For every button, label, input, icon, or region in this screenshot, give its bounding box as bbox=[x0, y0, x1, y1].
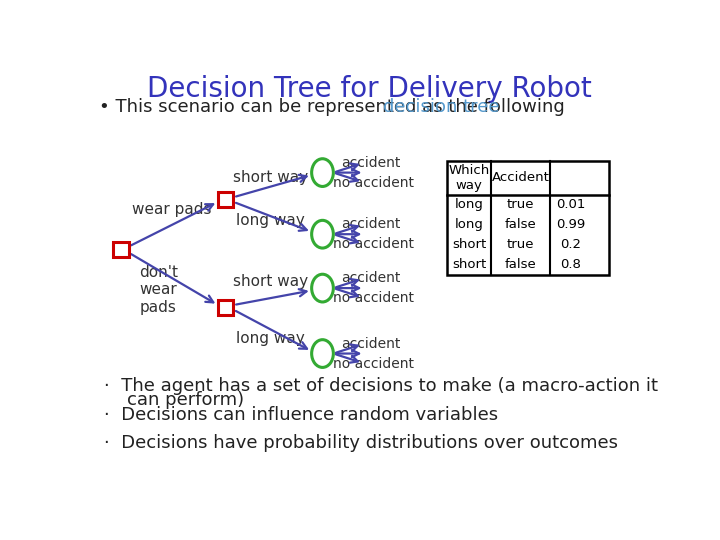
Text: ·  Decisions can influence random variables: · Decisions can influence random variabl… bbox=[104, 406, 498, 424]
Text: 0.2: 0.2 bbox=[560, 239, 581, 252]
Text: false: false bbox=[505, 219, 536, 232]
Ellipse shape bbox=[312, 340, 333, 367]
Text: no accident: no accident bbox=[333, 176, 414, 190]
Bar bbox=[218, 300, 233, 315]
Bar bbox=[113, 242, 129, 257]
Bar bbox=[446, 161, 609, 275]
Text: false: false bbox=[505, 259, 536, 272]
Text: long: long bbox=[454, 198, 483, 212]
Text: long way: long way bbox=[236, 213, 305, 228]
Text: short way: short way bbox=[233, 274, 308, 289]
Text: Which
way: Which way bbox=[449, 164, 490, 192]
Text: short: short bbox=[452, 259, 486, 272]
Text: ·  The agent has a set of decisions to make (a macro‐action it: · The agent has a set of decisions to ma… bbox=[104, 377, 658, 395]
Text: true: true bbox=[507, 239, 534, 252]
Text: accident: accident bbox=[341, 336, 400, 350]
Text: no accident: no accident bbox=[333, 291, 414, 305]
Ellipse shape bbox=[312, 274, 333, 302]
Text: decision tree: decision tree bbox=[384, 98, 500, 116]
Text: don't
wear
pads: don't wear pads bbox=[139, 265, 178, 314]
Ellipse shape bbox=[312, 220, 333, 248]
Text: no accident: no accident bbox=[333, 356, 414, 370]
Bar bbox=[218, 192, 233, 207]
Text: no accident: no accident bbox=[333, 237, 414, 251]
Text: accident: accident bbox=[341, 217, 400, 231]
Text: accident: accident bbox=[341, 271, 400, 285]
Text: short way: short way bbox=[233, 171, 308, 186]
Text: short: short bbox=[452, 239, 486, 252]
Text: ·  Decisions have probability distributions over outcomes: · Decisions have probability distributio… bbox=[104, 434, 618, 453]
Text: Accident: Accident bbox=[492, 172, 549, 185]
Text: 0.01: 0.01 bbox=[557, 198, 585, 212]
Text: true: true bbox=[507, 198, 534, 212]
Text: 0.99: 0.99 bbox=[557, 219, 585, 232]
Text: long: long bbox=[454, 219, 483, 232]
Text: wear pads: wear pads bbox=[132, 202, 211, 217]
Text: Decision Tree for Delivery Robot: Decision Tree for Delivery Robot bbox=[147, 75, 591, 103]
Text: 0.8: 0.8 bbox=[560, 259, 581, 272]
Ellipse shape bbox=[312, 159, 333, 186]
Text: long way: long way bbox=[236, 330, 305, 346]
Text: accident: accident bbox=[341, 156, 400, 170]
Text: can perform): can perform) bbox=[104, 390, 244, 408]
Text: • This scenario can be represented as the following: • This scenario can be represented as th… bbox=[99, 98, 571, 116]
